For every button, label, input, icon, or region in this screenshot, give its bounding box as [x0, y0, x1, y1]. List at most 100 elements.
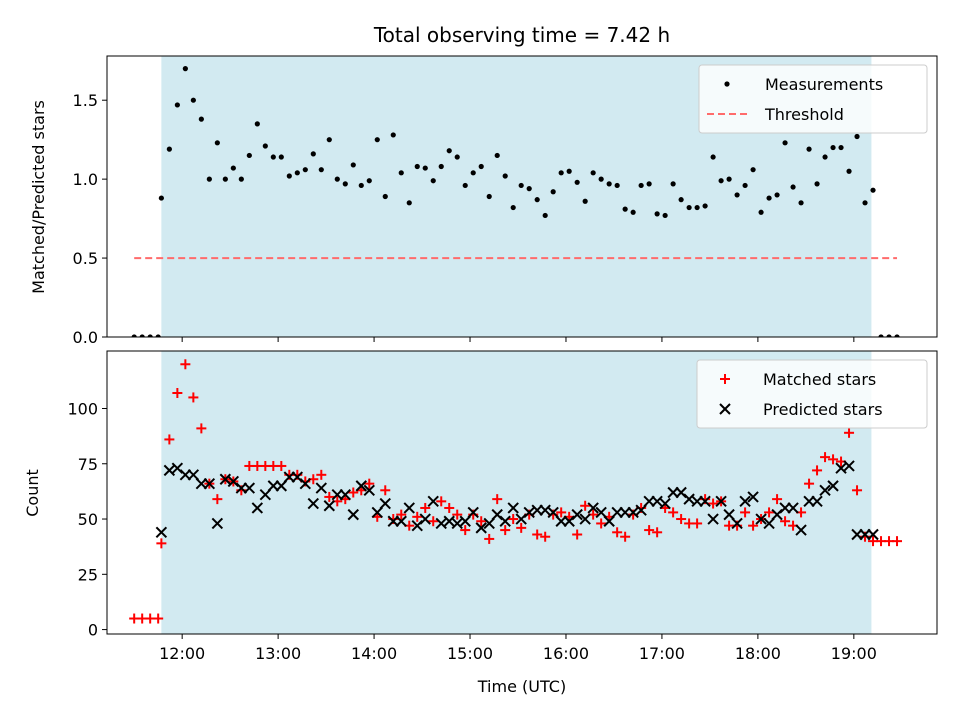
- bottom-series-predicted-stars-point: [547, 506, 559, 519]
- bottom-legend: Matched stars Predicted stars: [696, 359, 928, 429]
- top-series-measurements-point: [398, 170, 404, 176]
- bottom-series-predicted-stars-point: [403, 502, 415, 514]
- bottom-series-predicted-stars-point: [443, 515, 455, 527]
- top-legend: Measurements Threshold: [698, 64, 928, 134]
- bottom-series-matched-stars-point: [460, 525, 471, 536]
- top-series-measurements-point: [566, 168, 572, 174]
- top-series-measurements-point: [582, 198, 588, 204]
- bottom-series-predicted-stars-point: [811, 495, 823, 508]
- top-series-measurements-point: [742, 182, 748, 189]
- top-series-measurements-point: [230, 165, 236, 171]
- top-series-measurements-point: [766, 195, 772, 201]
- bottom-series-predicted-stars-point: [275, 480, 288, 492]
- bottom-series-matched-stars-point: [516, 522, 527, 533]
- bottom-x-tick-label: 18:00: [735, 644, 781, 663]
- bottom-series-predicted-stars-point: [211, 517, 224, 530]
- bottom-series-predicted-stars-point: [627, 506, 639, 519]
- bottom-x-tick-label: 13:00: [255, 644, 301, 663]
- top-series-measurements-point: [542, 212, 548, 219]
- top-series-measurements-point: [406, 200, 412, 206]
- top-series-measurements-point: [422, 165, 428, 171]
- bottom-series-predicted-stars-point: [635, 504, 647, 516]
- bottom-series-predicted-stars-point: [155, 526, 168, 539]
- bottom-y-tick-label: 100: [67, 399, 98, 418]
- bottom-series-predicted-stars-point: [355, 480, 367, 492]
- top-series-measurements-point: [550, 189, 556, 195]
- bottom-series-matched-stars-point: [828, 454, 839, 465]
- top-legend-entry-threshold: Threshold: [707, 105, 844, 124]
- bottom-series-predicted-stars-point: [259, 489, 272, 501]
- bottom-series-matched-stars-point: [428, 516, 439, 527]
- top-series-measurements-point: [374, 137, 380, 143]
- top-series-measurements-point: [814, 181, 820, 187]
- top-series-measurements-point: [870, 187, 876, 193]
- bottom-series-predicted-stars-point: [651, 495, 663, 508]
- bottom-series-predicted-stars-point: [363, 484, 375, 496]
- top-series-measurements-point: [790, 184, 796, 190]
- top-legend-entry-measurements: Measurements: [724, 75, 883, 94]
- bottom-series-matched-stars-point: [484, 533, 495, 544]
- top-series-measurements-point: [558, 170, 564, 176]
- top-series-measurements-point: [438, 163, 444, 170]
- bottom-series-matched-stars-point: [820, 452, 831, 463]
- bottom-series-matched-stars-point: [196, 423, 207, 434]
- x-axis-label: Time (UTC): [477, 677, 566, 696]
- top-series-measurements-point: [222, 176, 228, 182]
- top-series-measurements-point: [806, 146, 812, 152]
- top-series-measurements-point: [366, 178, 372, 184]
- top-series-measurements-point: [318, 167, 324, 173]
- top-series-measurements-point: [166, 146, 172, 152]
- top-y-tick-label: 0.5: [73, 249, 98, 268]
- bottom-series-matched-stars-point: [780, 516, 791, 527]
- top-series-measurements-point: [246, 152, 252, 159]
- bottom-series-matched-stars-point: [156, 538, 167, 549]
- top-series-measurements-point: [854, 133, 860, 140]
- top-y-axis-label: Matched/Predicted stars: [29, 100, 48, 294]
- top-series-measurements-point: [590, 170, 596, 176]
- bottom-series-predicted-stars-point: [587, 502, 599, 514]
- bottom-series-matched-stars-point: [572, 529, 583, 540]
- bottom-series-matched-stars-point: [153, 613, 164, 624]
- top-series-measurements-point: [326, 137, 332, 143]
- bottom-series-predicted-stars-point: [603, 515, 615, 527]
- top-series-measurements-point: [782, 140, 788, 146]
- bottom-series-predicted-stars-point: [715, 495, 727, 508]
- top-series-measurements-point: [190, 97, 196, 103]
- bottom-series-predicted-stars-point: [395, 515, 407, 527]
- top-series-measurements-point: [502, 173, 508, 179]
- bottom-series-matched-stars-point: [676, 514, 687, 525]
- top-series-measurements-point: [630, 209, 636, 215]
- bottom-series-matched-stars-point: [812, 465, 823, 476]
- top-series-measurements-point: [446, 148, 452, 154]
- bottom-series-predicted-stars-point: [659, 497, 671, 510]
- bottom-series-predicted-stars-point: [843, 460, 855, 472]
- bottom-series-matched-stars-point: [556, 507, 567, 518]
- top-series-measurements-point: [718, 178, 724, 184]
- chart-title: Total observing time = 7.42 h: [373, 23, 670, 47]
- bottom-series-predicted-stars-point: [339, 489, 351, 501]
- bottom-series-predicted-stars-point: [459, 515, 471, 527]
- bottom-series-matched-stars-point: [500, 525, 511, 536]
- top-series-measurements-point: [174, 102, 180, 108]
- bottom-series-matched-stars-point: [348, 487, 359, 498]
- top-series-measurements-point: [846, 168, 852, 174]
- top-series-measurements-point: [894, 334, 900, 337]
- top-series-measurements-point: [182, 66, 188, 72]
- bottom-series-matched-stars-point: [396, 509, 407, 520]
- top-series-measurements-point: [686, 204, 692, 211]
- bottom-series-predicted-stars-point: [251, 502, 264, 514]
- top-series-measurements-point: [478, 163, 484, 170]
- bottom-series-predicted-stars-point: [499, 515, 511, 527]
- bottom-series-predicted-stars-point: [739, 495, 751, 508]
- bottom-series-predicted-stars-point: [579, 513, 591, 525]
- bottom-series-matched-stars-point: [748, 520, 759, 531]
- bottom-series-predicted-stars-point: [731, 517, 743, 530]
- bottom-series-matched-stars-point: [612, 527, 623, 538]
- bottom-series-matched-stars-point: [172, 388, 183, 399]
- bottom-series-predicted-stars-point: [299, 477, 312, 490]
- bottom-series-matched-stars-point: [316, 469, 327, 480]
- top-legend-label: Threshold: [764, 105, 844, 124]
- bottom-legend-entry-matched-stars: Matched stars: [720, 370, 876, 389]
- top-series-measurements-point: [390, 132, 396, 138]
- top-series-measurements-point: [270, 154, 276, 160]
